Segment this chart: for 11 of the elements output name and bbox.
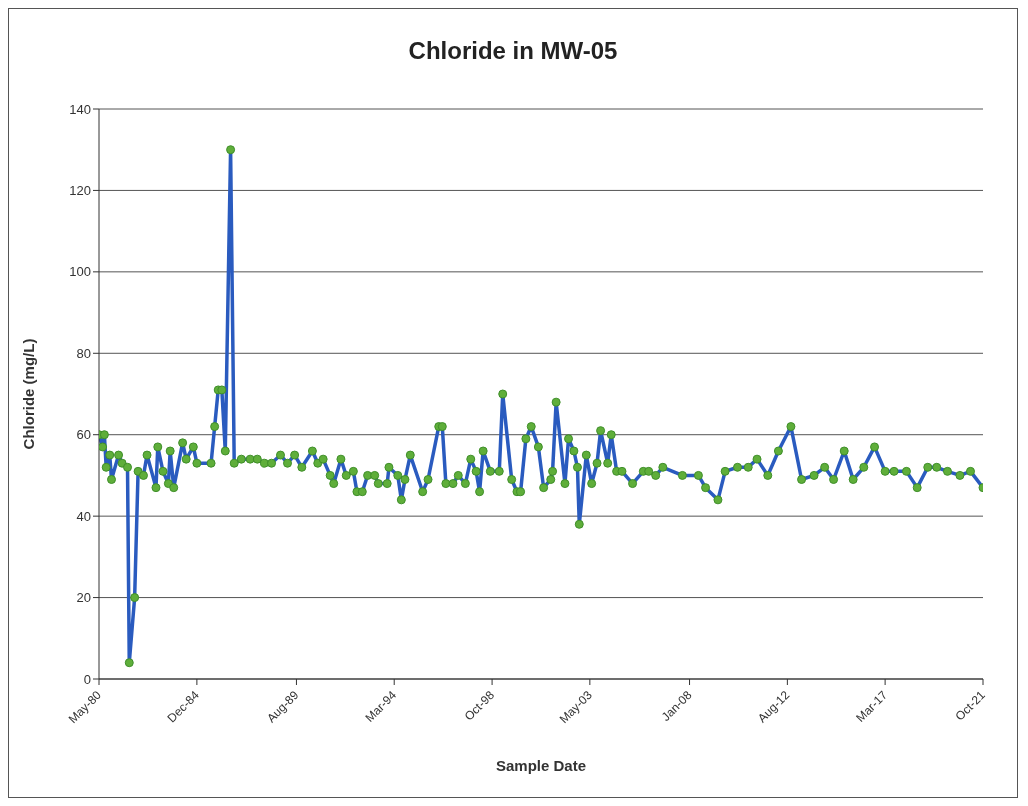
y-tick-label: 20 bbox=[76, 590, 91, 606]
y-axis-title: Chloride (mg/L) bbox=[20, 338, 38, 450]
y-tick-label: 40 bbox=[76, 508, 91, 524]
y-tick-label: 80 bbox=[76, 345, 91, 361]
chart-title: Chloride in MW-05 bbox=[407, 37, 619, 65]
y-tick-label: 120 bbox=[69, 183, 91, 199]
y-tick-label: 140 bbox=[69, 101, 91, 117]
y-tick-label: 100 bbox=[69, 264, 91, 280]
y-tick-label: 0 bbox=[83, 671, 91, 687]
x-axis-title: Sample Date bbox=[495, 757, 587, 774]
y-tick-label: 60 bbox=[76, 427, 91, 443]
